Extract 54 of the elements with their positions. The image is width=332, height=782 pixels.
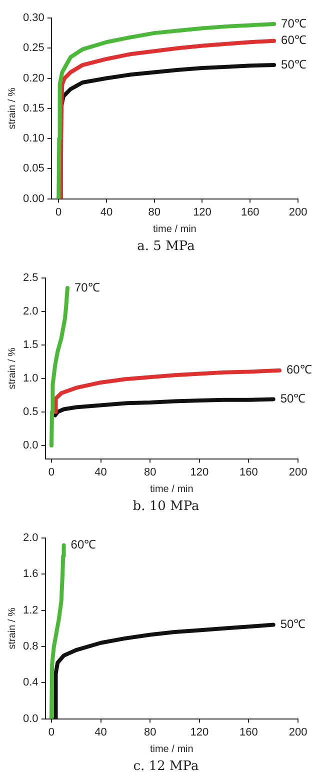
y-tick-label: 0.05 (22, 162, 44, 175)
x-axis-title: time / min (150, 484, 194, 495)
x-tick-label: 200 (288, 206, 308, 218)
x-tick-label: 80 (148, 206, 160, 218)
x-tick-label: 200 (288, 466, 308, 478)
series-label: 60℃ (286, 362, 312, 377)
x-tick-label: 160 (240, 726, 258, 738)
x-tick-label: 0 (48, 726, 55, 738)
series-label: 50℃ (281, 57, 306, 72)
text: b. 10 MPa (132, 498, 200, 516)
x-tick-label: 0 (48, 466, 55, 478)
y-tick-label: 2.0 (22, 306, 38, 318)
y-axis-title: strain / % (6, 607, 18, 650)
y-tick-label: 0.15 (22, 102, 44, 114)
x-tick-label: 200 (288, 726, 308, 738)
series-label: 60℃ (70, 538, 96, 552)
x-tick-label: 80 (144, 466, 156, 478)
x-tick-label: 120 (190, 466, 209, 478)
x-axis-title: time / min (153, 224, 196, 235)
y-axis-title: strain / % (6, 347, 18, 390)
y-tick-label: 0.0 (22, 439, 38, 452)
x-tick-label: 80 (144, 726, 156, 738)
x-tick-label: 120 (193, 206, 212, 218)
series-label: 50℃ (280, 617, 306, 632)
y-tick-label: 2.5 (22, 272, 38, 284)
y-tick-label: 1.6 (22, 568, 38, 580)
series-label: 70℃ (74, 280, 100, 294)
y-tick-label: 0.30 (22, 12, 44, 24)
text: a. 5 MPa (136, 238, 196, 256)
y-tick-label: 0.00 (22, 192, 44, 205)
y-tick-label: 2.0 (22, 532, 38, 544)
y-tick-label: 0.8 (22, 640, 38, 653)
x-tick-label: 160 (240, 466, 258, 478)
x-tick-label: 40 (100, 206, 113, 218)
y-tick-label: 0.25 (22, 42, 44, 54)
x-tick-label: 40 (94, 726, 107, 738)
y-tick-label: 0.5 (22, 406, 38, 418)
x-tick-label: 40 (94, 466, 107, 478)
y-axis-title: strain / % (6, 87, 18, 130)
series-label: 50℃ (280, 392, 306, 406)
y-tick-label: 1.2 (22, 604, 38, 616)
series-label: 60℃ (281, 33, 306, 48)
x-tick-label: 120 (190, 726, 209, 738)
y-tick-label: 0.20 (22, 72, 44, 84)
series-label: 70℃ (281, 16, 306, 30)
y-tick-label: 0.10 (22, 132, 44, 145)
y-tick-label: 1.0 (22, 372, 38, 384)
y-tick-label: 0.4 (22, 676, 38, 689)
x-tick-label: 160 (240, 206, 260, 218)
text: c. 12 MPa (132, 758, 200, 776)
y-tick-label: 1.5 (22, 338, 38, 351)
x-tick-label: 0 (56, 206, 62, 218)
x-axis-title: time / min (150, 744, 194, 755)
y-tick-label: 0.0 (22, 712, 38, 725)
